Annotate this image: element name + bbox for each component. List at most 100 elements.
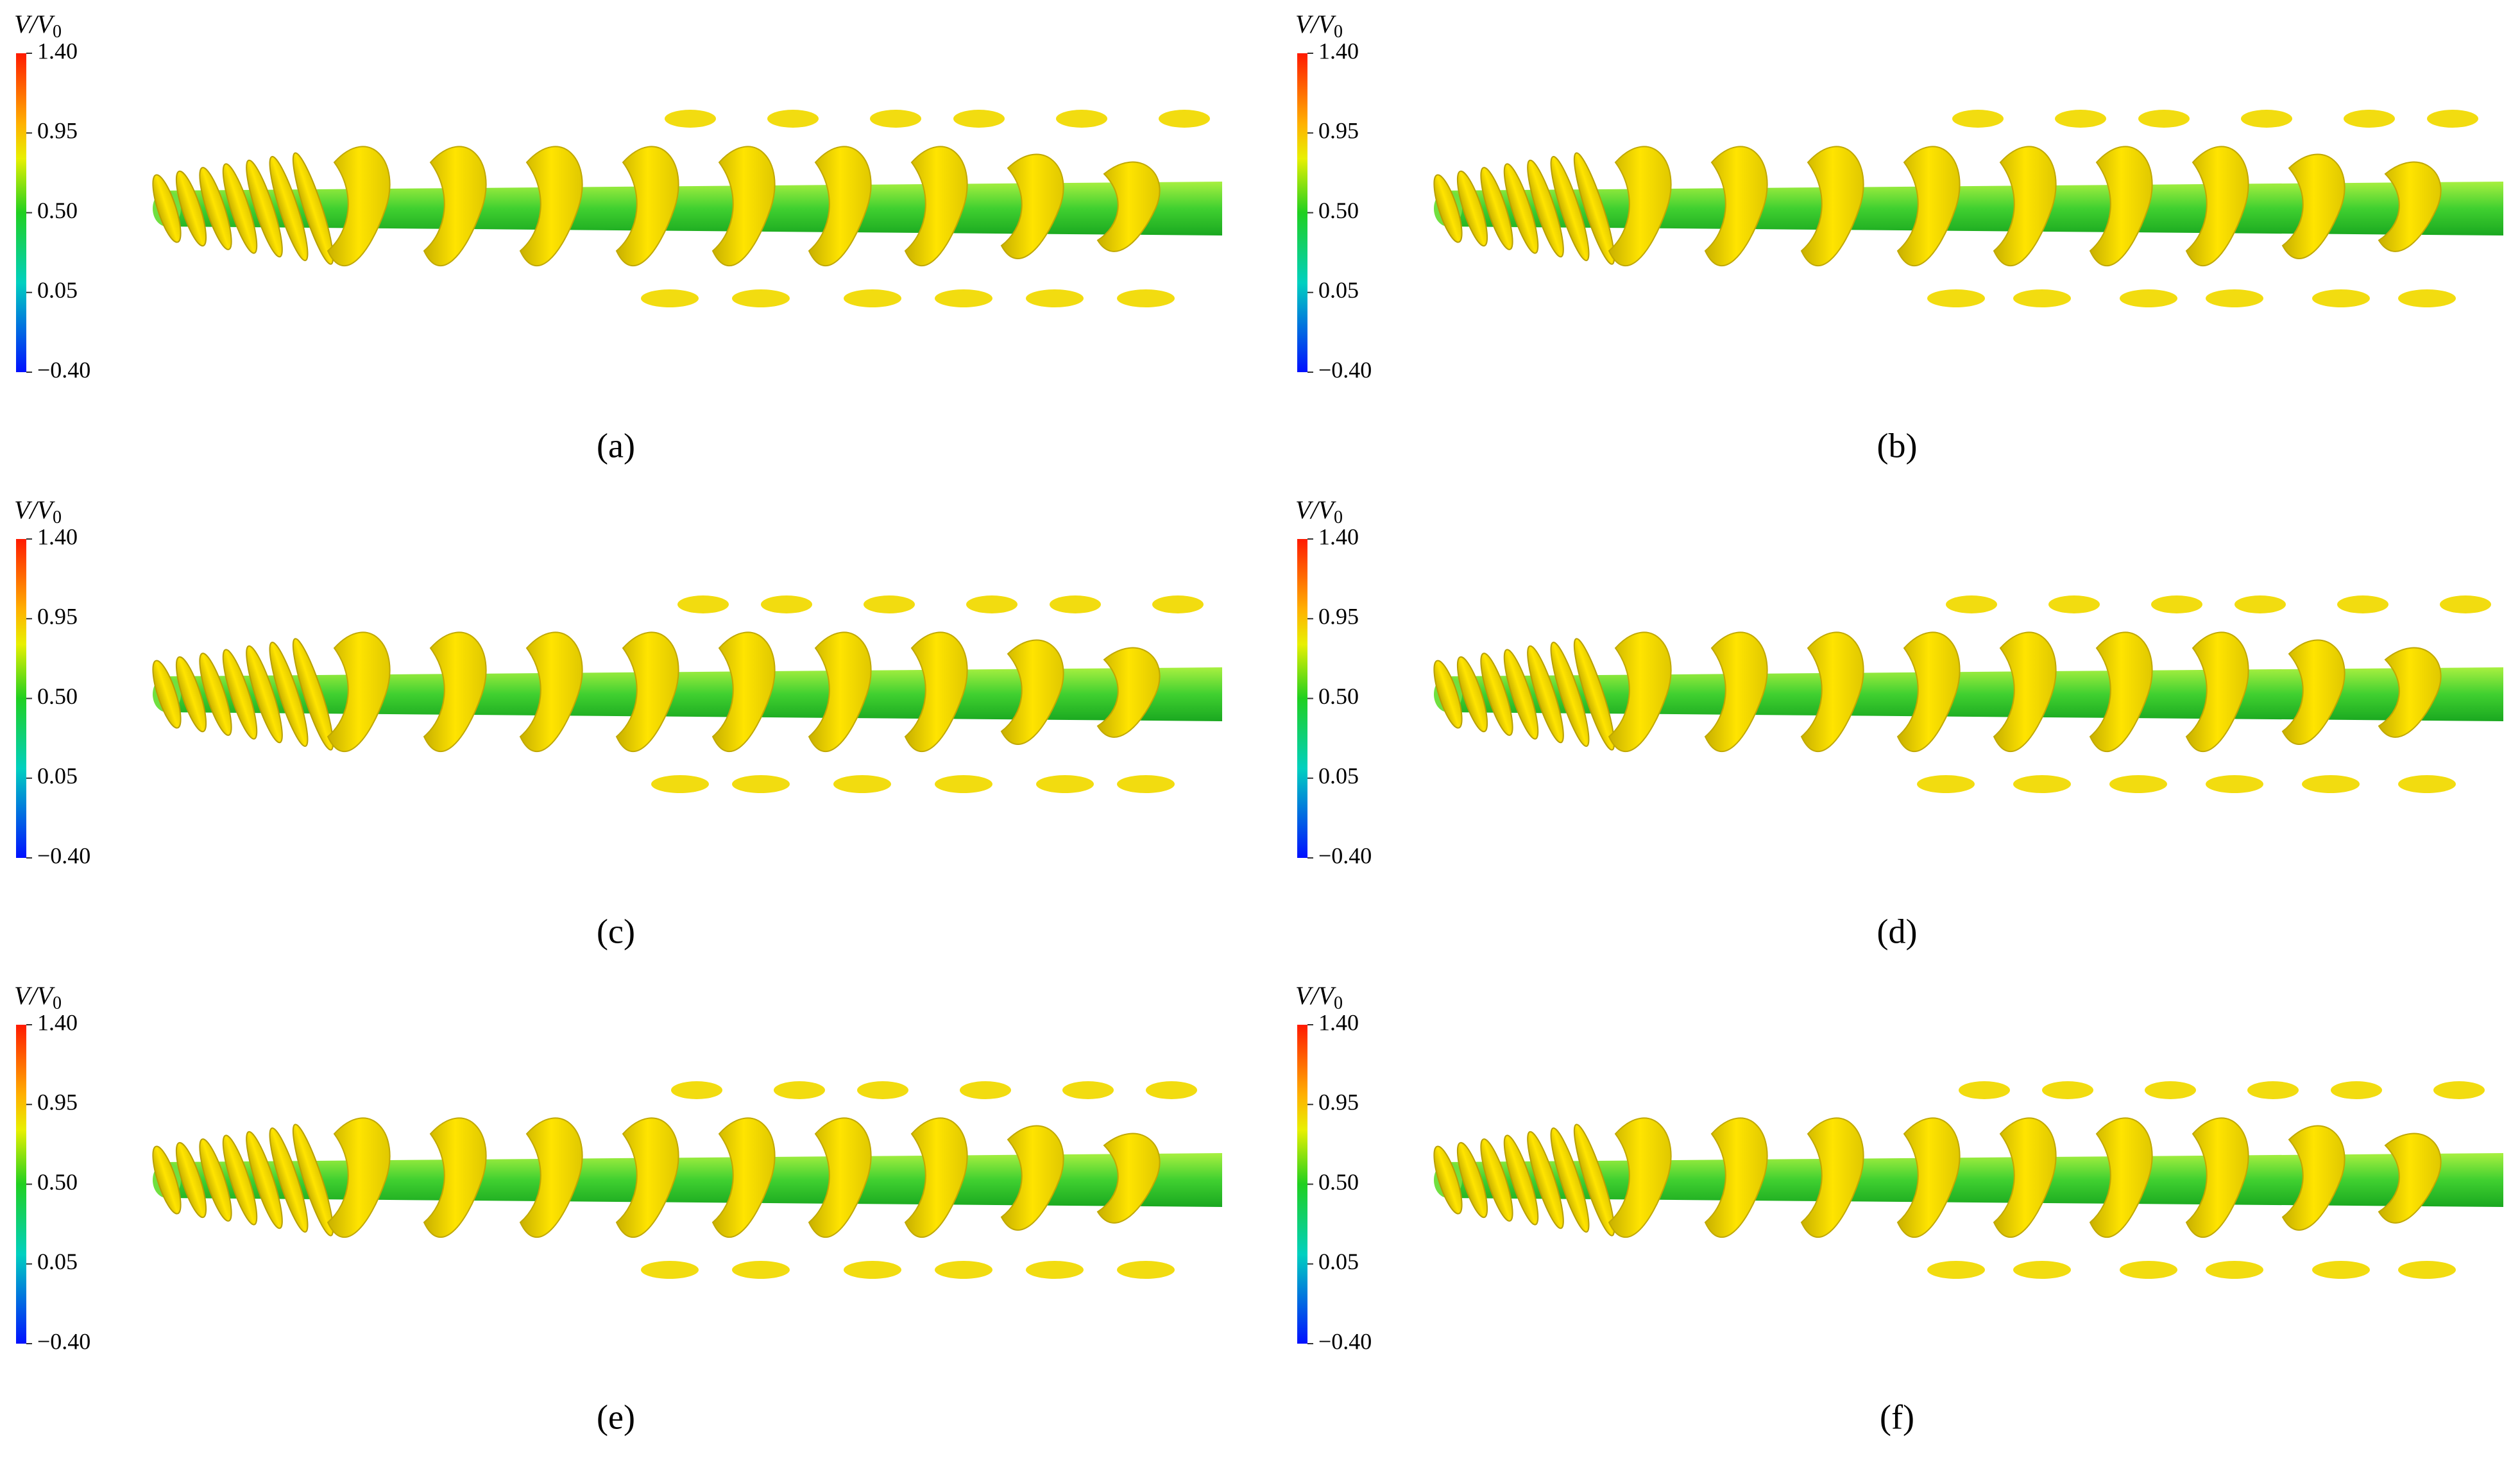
helix-ring bbox=[519, 631, 583, 752]
helix-ring bbox=[1456, 656, 1488, 733]
vortex-blob bbox=[935, 775, 992, 793]
vortex-blob bbox=[2013, 1261, 2071, 1279]
helix-ring bbox=[2185, 631, 2249, 752]
helix-ring bbox=[808, 1117, 872, 1238]
helix-ring bbox=[269, 642, 309, 747]
helix-ring bbox=[1800, 1117, 1864, 1238]
helix-ring bbox=[1573, 152, 1615, 265]
helix-ring bbox=[1704, 631, 1768, 752]
vortex-blob bbox=[1056, 110, 1107, 128]
helix-ring bbox=[904, 146, 968, 266]
vortex-blob bbox=[2206, 1261, 2263, 1279]
helix-ring bbox=[2281, 153, 2345, 259]
helix-ring bbox=[711, 1117, 776, 1238]
colorbar-tick-label: 0.50 bbox=[37, 1169, 78, 1195]
colorbar-tick-label: 0.50 bbox=[37, 198, 78, 223]
vortex-blob bbox=[2138, 110, 2190, 128]
vortex-blob bbox=[641, 1261, 699, 1279]
helix-ring bbox=[711, 146, 776, 266]
helix-ring bbox=[2378, 647, 2442, 738]
helix-ring bbox=[1503, 1134, 1539, 1226]
helix-ring bbox=[1096, 161, 1161, 252]
helix-ring bbox=[246, 1131, 283, 1229]
helix-ring bbox=[615, 631, 679, 752]
colorbar bbox=[1297, 1025, 1307, 1344]
vortex-blob bbox=[2145, 1081, 2196, 1099]
helix-ring bbox=[423, 1117, 487, 1238]
colorbar bbox=[1297, 53, 1307, 372]
vortex-blob bbox=[2427, 110, 2478, 128]
helix-ring bbox=[222, 649, 258, 740]
helix-ring bbox=[1550, 156, 1590, 261]
helix-ring bbox=[269, 156, 309, 261]
helix-ring bbox=[1550, 642, 1590, 747]
vortex-blob bbox=[844, 289, 901, 307]
vortex-blob bbox=[953, 110, 1005, 128]
colorbar-tick-label: −0.40 bbox=[37, 1328, 90, 1354]
colorbar-tick-label: 1.40 bbox=[1318, 1009, 1359, 1035]
helix-ring bbox=[152, 1145, 182, 1215]
helix-ring bbox=[519, 1117, 583, 1238]
vortex-blob bbox=[2048, 595, 2100, 613]
helix-ring bbox=[1993, 631, 2057, 752]
vortex-blob bbox=[1927, 289, 1985, 307]
helix-ring bbox=[292, 152, 334, 265]
helix-ring bbox=[1480, 653, 1513, 736]
helix-ring bbox=[1503, 649, 1539, 740]
vortex-blob bbox=[2120, 289, 2177, 307]
helix-ring bbox=[1800, 146, 1864, 266]
vortex-blob bbox=[1146, 1081, 1197, 1099]
helix-ring bbox=[1896, 146, 1961, 266]
helix-ring bbox=[1608, 631, 1672, 752]
helix-ring bbox=[519, 146, 583, 266]
vortex-blob bbox=[2337, 595, 2388, 613]
helix-ring bbox=[1000, 1125, 1064, 1231]
vortex-blob bbox=[1917, 775, 1975, 793]
vortex-blob bbox=[2241, 110, 2292, 128]
panel: V/V01.40 0.95 0.50 0.05 −0.40 (a) bbox=[14, 10, 1222, 465]
helix-ring bbox=[423, 146, 487, 266]
helix-ring bbox=[199, 653, 232, 736]
colorbar-tick-label: 0.95 bbox=[1318, 1090, 1359, 1115]
helix-ring bbox=[808, 631, 872, 752]
helix-ring bbox=[1573, 638, 1615, 751]
helix-ring bbox=[199, 1138, 232, 1222]
vortex-blob bbox=[1062, 1081, 1114, 1099]
helix-ring bbox=[904, 631, 968, 752]
colorbar-tick-label: 0.95 bbox=[37, 1090, 78, 1115]
helix-ring bbox=[1993, 146, 2057, 266]
vortex-blob bbox=[651, 775, 709, 793]
helix-ring bbox=[292, 638, 334, 751]
vortex-blob bbox=[1946, 595, 1997, 613]
helix-ring bbox=[1527, 645, 1564, 744]
colorbar-title: V/V0 bbox=[14, 981, 62, 1013]
vortex-blob bbox=[2344, 110, 2395, 128]
helix-ring bbox=[1993, 1117, 2057, 1238]
vortex-blob bbox=[767, 110, 819, 128]
panel-label: (f) bbox=[1880, 1398, 1914, 1436]
vortex-blob bbox=[774, 1081, 825, 1099]
vortex-blob bbox=[935, 289, 992, 307]
colorbar-title-subscript: 0 bbox=[53, 993, 62, 1013]
vortex-blob bbox=[2055, 110, 2106, 128]
vortex-blob bbox=[960, 1081, 1011, 1099]
vortex-blob bbox=[2042, 1081, 2093, 1099]
vortex-blob bbox=[833, 775, 891, 793]
helix-ring bbox=[222, 1134, 258, 1226]
panel-label: (c) bbox=[597, 912, 635, 950]
colorbar-tick-label: −0.40 bbox=[37, 843, 90, 868]
colorbar-tick-label: 0.50 bbox=[1318, 683, 1359, 709]
helix-ring bbox=[1096, 647, 1161, 738]
vortex-blob bbox=[870, 110, 921, 128]
helix-ring bbox=[327, 631, 391, 752]
vortex-blob bbox=[2235, 595, 2286, 613]
helix-ring bbox=[1000, 153, 1064, 259]
vortex-blob bbox=[732, 1261, 790, 1279]
colorbar-title-subscript: 0 bbox=[1334, 508, 1343, 527]
colorbar-tick-label: −0.40 bbox=[1318, 843, 1372, 868]
vortex-blob bbox=[1117, 289, 1175, 307]
helix-ring bbox=[1456, 170, 1488, 247]
colorbar-tick-label: 0.95 bbox=[1318, 604, 1359, 629]
vortex-blob bbox=[2120, 1261, 2177, 1279]
